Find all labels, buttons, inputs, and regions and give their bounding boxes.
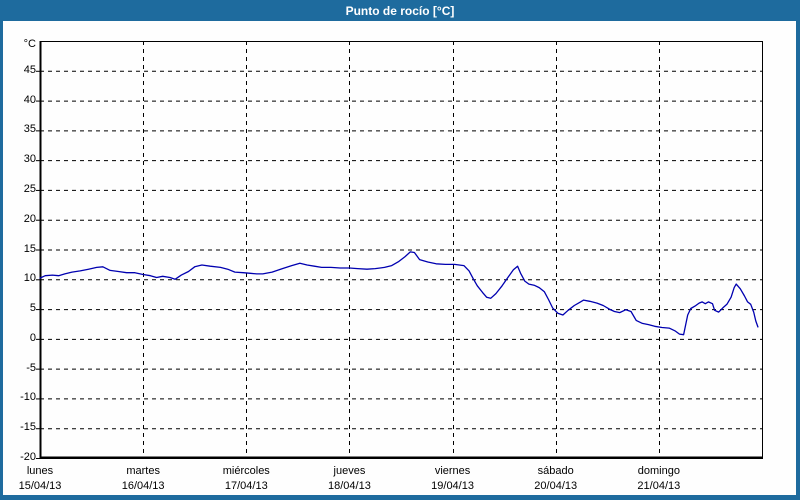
x-day-label-inner: viernes 19/04/13: [431, 464, 474, 494]
chart-panel: °C 45 40 35 30 25 20 15 10 5 0 -5 -10 -15 -20 lunes 15…: [3, 21, 796, 495]
y-tick-label: 10: [23, 272, 36, 285]
y-tick-label: 0: [29, 331, 36, 344]
y-tick-label: 25: [23, 182, 36, 195]
y-tick-label: 15: [23, 242, 36, 255]
day-date: 17/04/13: [224, 480, 268, 492]
day-date: 20/04/13: [534, 480, 578, 492]
y-tick-label: 35: [23, 123, 36, 136]
day-name: jueves: [333, 465, 366, 477]
day-date: 21/04/13: [637, 480, 681, 492]
plot-svg: [36, 41, 763, 459]
x-day-label-inner: jueves 18/04/13: [328, 464, 371, 494]
horizontal-gridlines: [40, 70, 762, 430]
y-tick-label: 40: [23, 93, 36, 106]
y-tick-label: 30: [23, 153, 36, 166]
day-name: lunes: [26, 465, 54, 477]
chart-title: Punto de rocío [°C]: [345, 3, 455, 18]
x-day-label-inner: martes 16/04/13: [122, 464, 165, 494]
y-tick-label: -20: [20, 451, 36, 463]
y-tick-label: -10: [20, 391, 36, 404]
day-date: 16/04/13: [121, 480, 165, 492]
day-date: 19/04/13: [431, 480, 474, 492]
title-bar: Punto de rocío [°C]: [0, 0, 800, 21]
y-tick-label: 45: [23, 63, 36, 76]
y-tick-label: 5: [29, 302, 36, 315]
day-name: viernes: [434, 465, 471, 477]
y-tick-label: 20: [23, 212, 36, 225]
day-name: martes: [126, 465, 160, 477]
y-axis-ticks: [36, 70, 40, 459]
y-axis-unit-label: °C: [23, 38, 36, 50]
day-name: miércoles: [222, 465, 270, 477]
x-day-label-inner: lunes 15/04/13: [19, 464, 62, 494]
vertical-gridlines: [143, 41, 660, 458]
day-date: 18/04/13: [328, 480, 371, 492]
x-day-label-inner: miércoles 17/04/13: [223, 464, 270, 494]
y-tick-label: -5: [26, 361, 36, 374]
day-name: sábado: [537, 465, 574, 477]
x-day-label-inner: sábado 20/04/13: [534, 464, 577, 494]
y-tick-label: -15: [20, 421, 36, 434]
x-day-label-inner: domingo 21/04/13: [637, 464, 680, 494]
day-date: 15/04/13: [18, 480, 62, 492]
day-name: domingo: [637, 465, 680, 477]
dewpoint-line: [39, 251, 759, 336]
